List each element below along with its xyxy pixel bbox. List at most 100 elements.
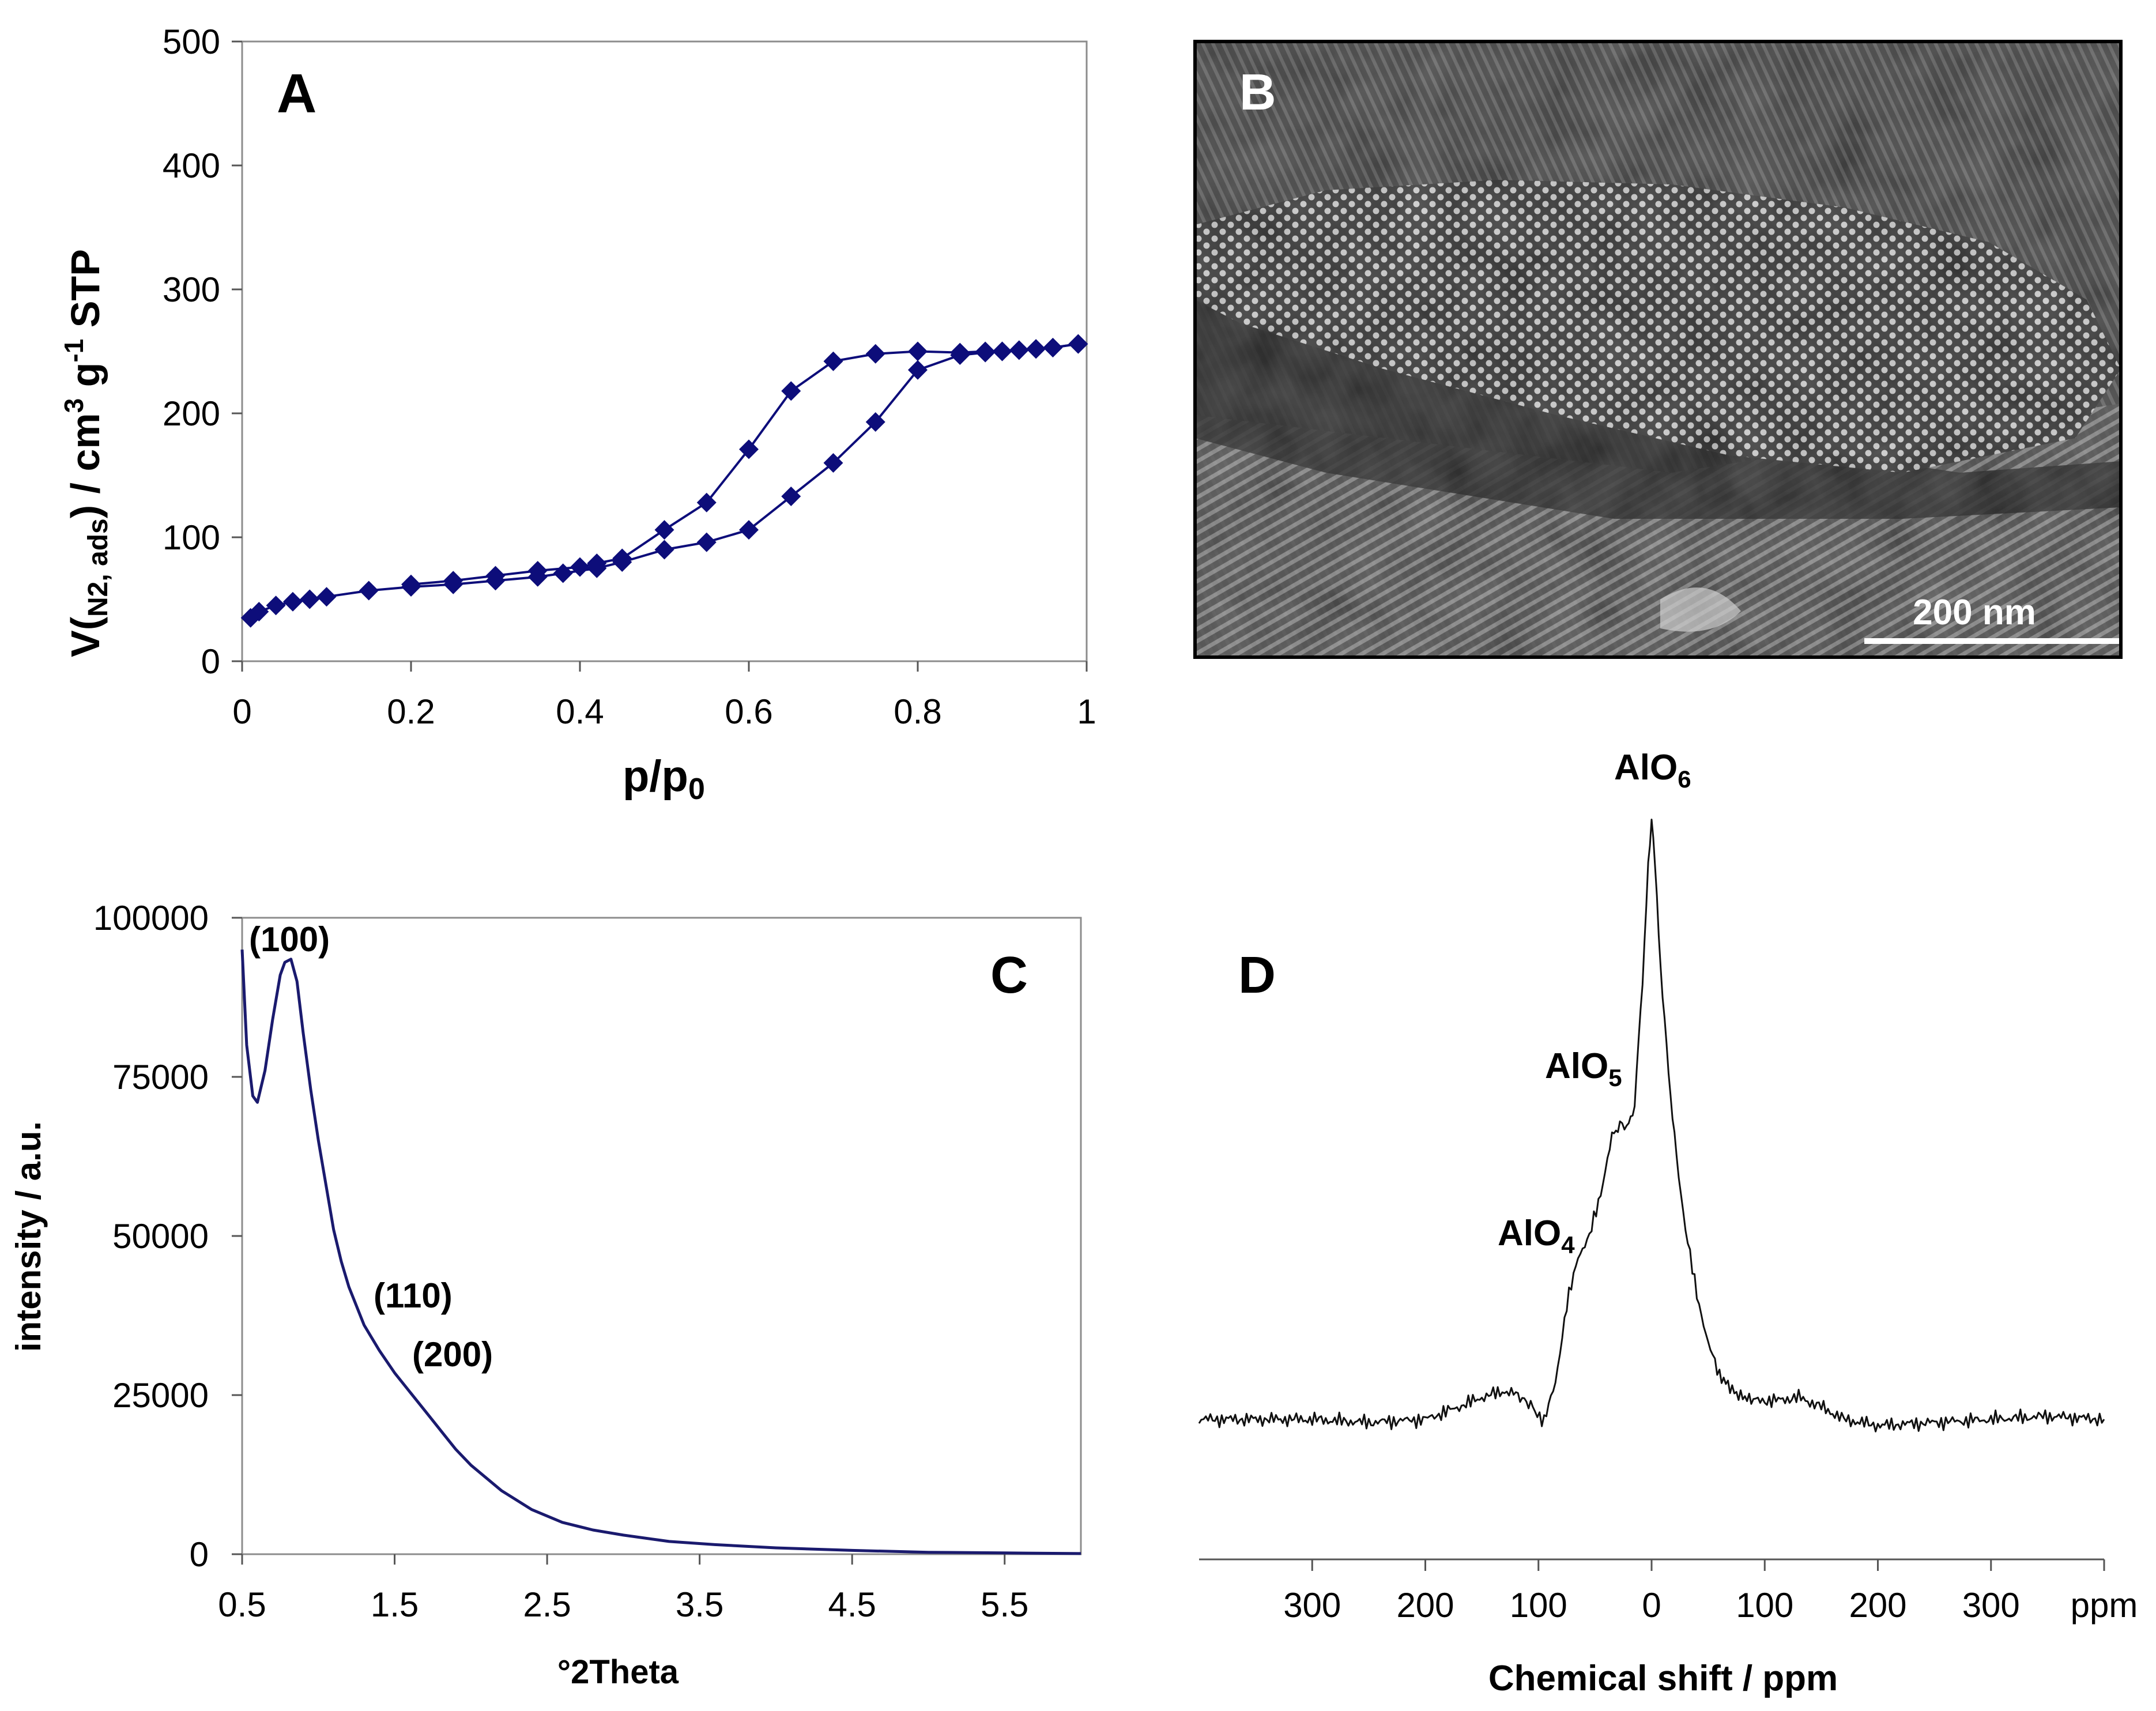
panel-a-point-desorption [975, 341, 996, 361]
panel-a-point-adsorption [823, 453, 843, 473]
panel-d-x-tick-label: 100 [1736, 1586, 1793, 1625]
panel-a-plot-area [241, 40, 1088, 662]
alo5-label: AlO5 [1545, 1046, 1622, 1091]
panel-a-point-desorption [908, 341, 928, 361]
panel-a-x-axis-label: p/p0 [623, 752, 705, 806]
panel-a-point-desorption [781, 381, 801, 401]
panel-a-series [240, 334, 1088, 628]
panel-a-x-tick-label: 0.8 [894, 692, 941, 731]
panel-a-point-adsorption [316, 587, 337, 607]
panel-c-y-axis-label: intensity / a.u. [9, 1121, 48, 1352]
panel-a-point-desorption [1068, 334, 1088, 354]
panel-a-point-adsorption [781, 487, 801, 507]
panel-a-point-desorption [739, 439, 759, 459]
panel-c-label: C [990, 947, 1028, 1004]
peak-label-110: (110) [374, 1276, 453, 1315]
panel-a-point-adsorption [654, 540, 674, 560]
panel-a-point-desorption [1026, 339, 1046, 359]
panel-d-x-axis-label: Chemical shift / ppm [1488, 1659, 1838, 1698]
panel-d-x-tick-label: 300 [1283, 1586, 1341, 1625]
panel-c-x-axis-label: °2Theta [557, 1653, 679, 1691]
panel-c-y-tick-label: 100000 [93, 899, 209, 937]
peak-label-200: (200) [412, 1335, 493, 1374]
panel-d-series-line [1198, 819, 2105, 1433]
panel-a-point-adsorption [865, 412, 885, 432]
panel-c-series [240, 949, 1081, 1555]
panel-a-point-adsorption [908, 360, 928, 380]
panel-a-label: A [277, 63, 316, 125]
panel-a-point-adsorption [553, 563, 573, 583]
panel-d-series [1198, 819, 2105, 1433]
panel-c-y-tick-label: 0 [190, 1535, 209, 1574]
panel-a-point-desorption [527, 561, 548, 581]
panel-a-point-adsorption [739, 520, 759, 540]
panel-a-point-desorption [1043, 338, 1063, 358]
panel-a-point-desorption [950, 342, 970, 363]
panel-d-x-tick-label: 200 [1396, 1586, 1454, 1625]
panel-a-x-tick-label: 0.2 [387, 692, 435, 731]
panel-a-point-desorption [992, 341, 1012, 361]
panel-a-series-line-desorption [410, 342, 1079, 586]
panel-a-point-desorption [696, 492, 717, 512]
panel-a-point-adsorption [300, 589, 320, 609]
panel-c-x-tick-label: 4.5 [828, 1585, 876, 1624]
panel-a-point-desorption [865, 344, 885, 364]
panel-c-x-tick-label: 5.5 [981, 1585, 1028, 1624]
panel-a-y-tick-label: 400 [163, 146, 220, 185]
panel-c-y-tick-label: 25000 [112, 1376, 209, 1415]
panel-a-point-desorption [401, 574, 421, 594]
panel-d-x-axis: 300 200 100 0 100 200 300 ppm [1199, 1558, 2138, 1625]
panel-b-tem-image: 200 nm B [1193, 40, 2123, 659]
panel-c-xrd: 0 25000 50000 75000 100000 0.5 1.5 2.5 3.5 4.5 5.… [9, 899, 1082, 1691]
panel-c-series-line [240, 949, 1081, 1555]
panel-a-x-tick-label: 0.4 [556, 692, 604, 731]
panel-a-y-tick-label: 0 [201, 642, 220, 681]
panel-b-label: B [1239, 63, 1276, 120]
panel-c-x-tick-label: 3.5 [676, 1585, 723, 1624]
panel-a-x-tick-label: 1 [1077, 692, 1096, 731]
panel-a-y-tick-label: 500 [163, 22, 220, 61]
panel-d-x-tick-label: 200 [1849, 1586, 1906, 1625]
panel-a-y-tick-label: 200 [163, 394, 220, 433]
panel-a-y-tick-label: 100 [163, 518, 220, 557]
panel-c-x-tick-label: 1.5 [371, 1585, 419, 1624]
panel-a-point-desorption [443, 571, 463, 591]
panel-a-point-adsorption [282, 591, 303, 612]
alo6-label: AlO6 [1614, 748, 1691, 793]
panel-a-point-desorption [612, 548, 632, 568]
panel-d-label: D [1238, 947, 1276, 1004]
panel-a-point-desorption [485, 566, 506, 586]
panel-a-y-tick-label: 300 [163, 270, 220, 309]
panel-c-y-tick-label: 50000 [112, 1217, 209, 1256]
panel-c-x-tick-label: 2.5 [523, 1585, 571, 1624]
panel-b-frame [1193, 40, 2123, 659]
panel-d-x-tick-label: 300 [1962, 1586, 2020, 1625]
panel-a-point-desorption [570, 557, 590, 577]
panel-a-isotherm: 0 100 200 300 400 500 0 0.2 0.4 0.6 0.8 1 A p/p0 V… [59, 22, 1096, 806]
panel-c-plot-area [241, 917, 1082, 1555]
panel-a-y-axis: 0 100 200 300 400 500 [163, 22, 242, 681]
panel-a-x-tick-label: 0.6 [725, 692, 772, 731]
panel-c-x-axis: 0.5 1.5 2.5 3.5 4.5 5.5 [218, 1554, 1028, 1624]
panel-d-x-unit-label: ppm [2071, 1586, 2138, 1625]
scale-bar-label: 200 nm [1913, 593, 2036, 632]
panel-a-point-adsorption [249, 602, 269, 621]
panel-c-y-tick-label: 75000 [112, 1058, 209, 1096]
panel-a-point-desorption [1009, 340, 1029, 360]
panel-a-point-adsorption [696, 532, 717, 552]
panel-c-x-tick-label: 0.5 [218, 1585, 266, 1624]
panel-a-x-axis: 0 0.2 0.4 0.6 0.8 1 [232, 661, 1096, 731]
peak-label-100: (100) [249, 920, 330, 959]
panel-a-series-line-adsorption [250, 342, 1079, 619]
panel-a-point-adsorption [359, 581, 379, 601]
tem-grain-texture [1195, 42, 2121, 657]
panel-a-point-desorption [823, 351, 843, 371]
panel-d-nmr: 300 200 100 0 100 200 300 ppm D AlO6 AlO5 AlO4 … [1198, 748, 2138, 1698]
panel-a-y-axis-label: V(N2, ads) / cm3 g-1 STP [59, 249, 114, 657]
panel-a-point-desorption [654, 520, 674, 540]
tem-bright-patch [1660, 587, 1741, 632]
alo4-label: AlO4 [1498, 1213, 1575, 1258]
panel-a-x-tick-label: 0 [232, 692, 251, 731]
panel-a-point-desorption [587, 553, 607, 574]
panel-a-point-adsorption [266, 596, 286, 616]
